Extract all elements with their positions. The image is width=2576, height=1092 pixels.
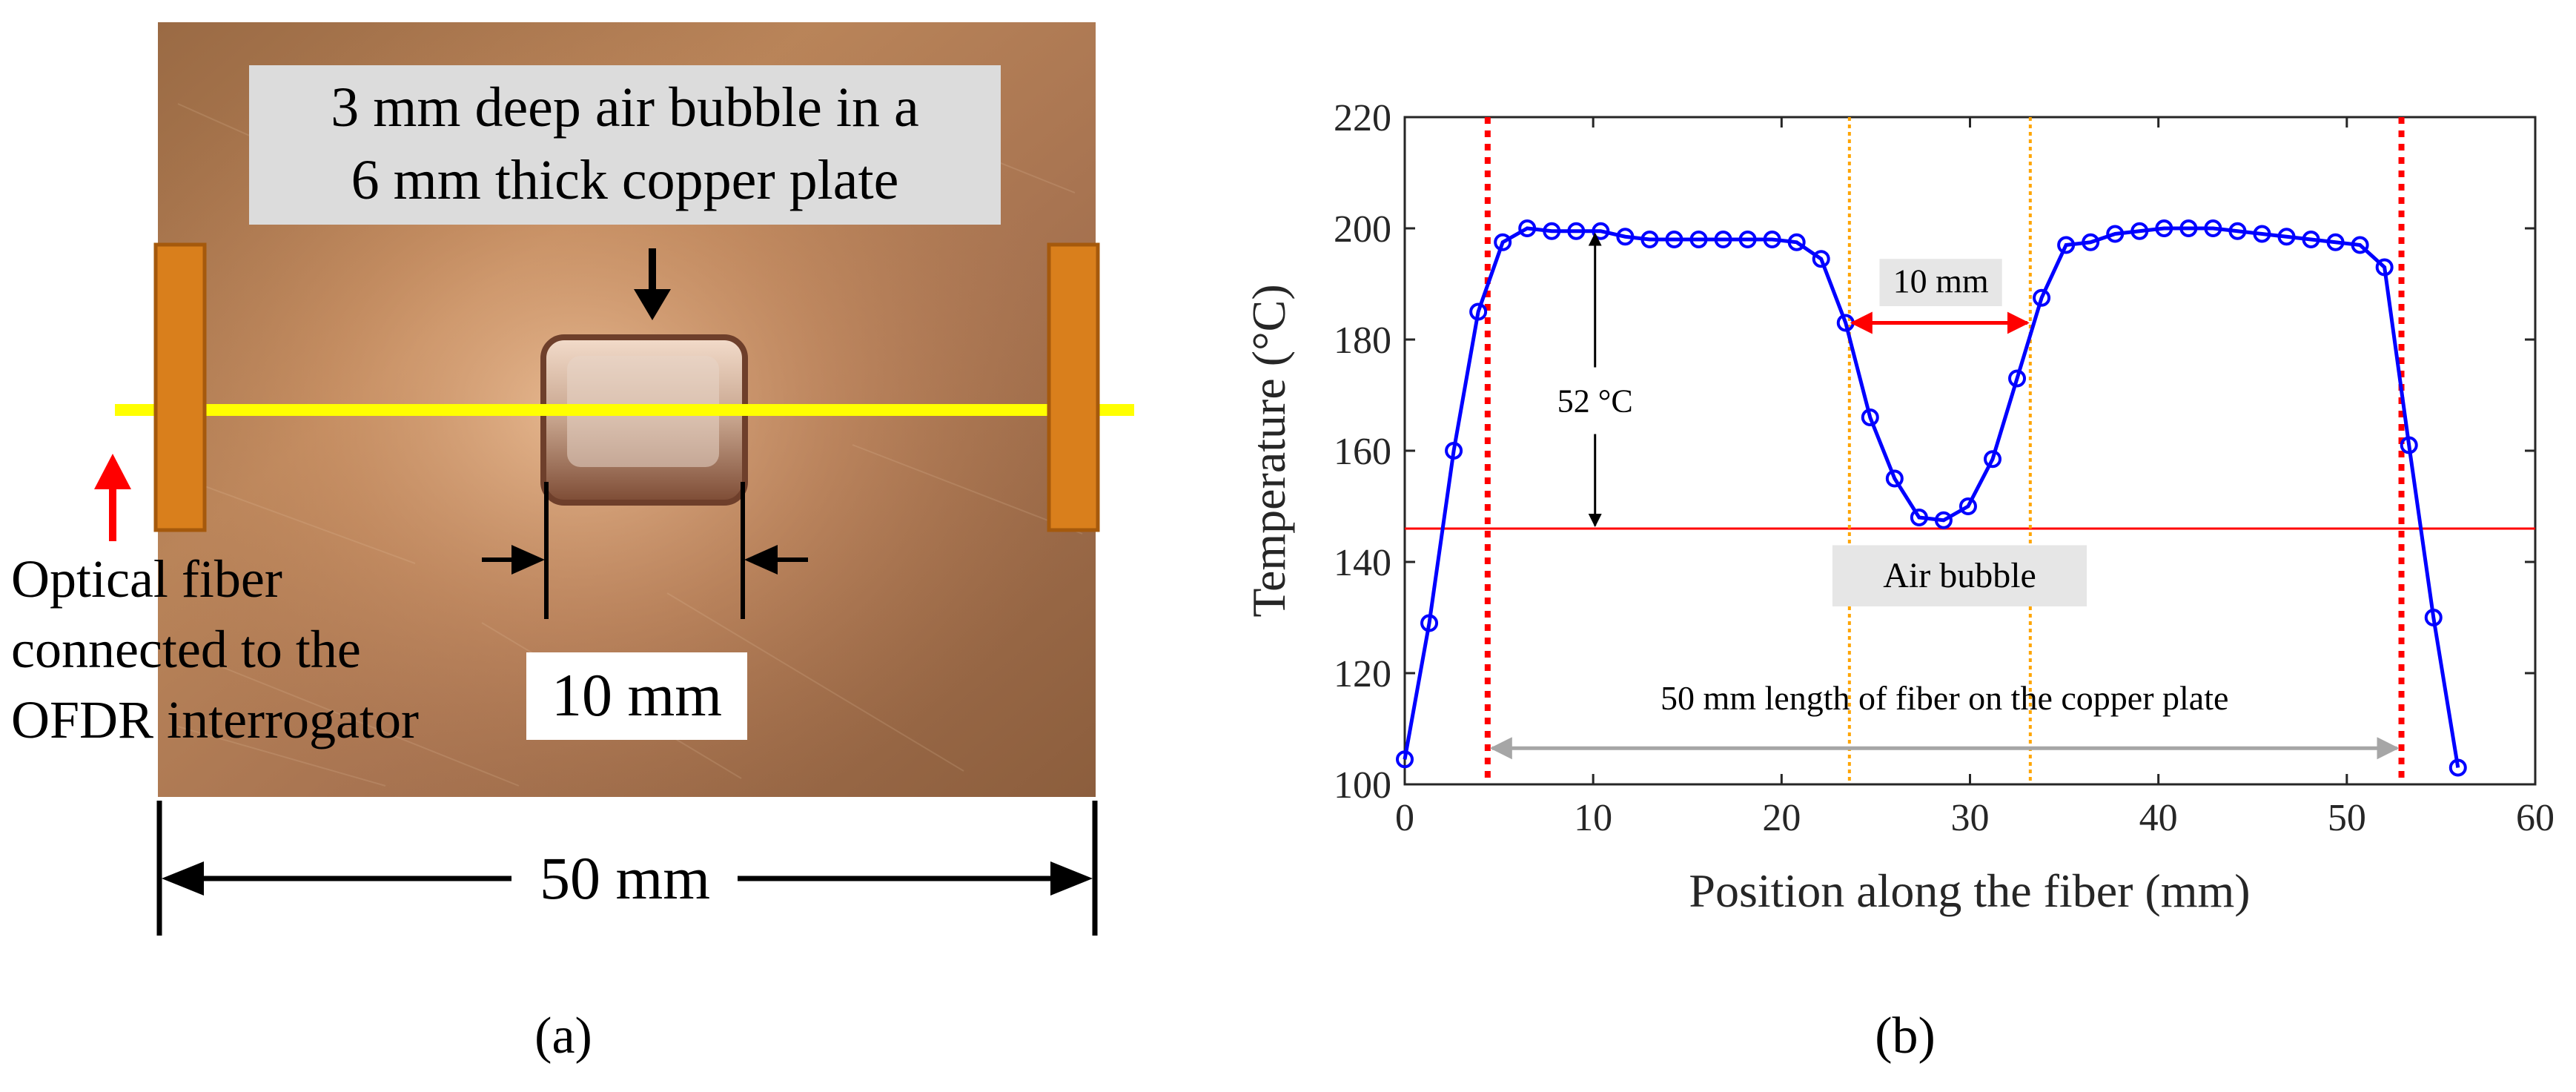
data-point [1396,750,1414,769]
data-point [1543,222,1561,240]
plate-width-dimension [156,801,1098,936]
panel-b-label: (b) [1875,1007,1936,1065]
data-point [1738,231,1757,248]
data-point [2277,228,2296,246]
bubble-width-label: 10 mm [552,661,722,729]
plate-width-label: 50 mm [540,844,710,912]
data-point [2130,222,2149,240]
data-point [1518,219,1537,237]
data-point [2179,219,2198,237]
data-point [1934,511,1953,529]
callout-line-1: 3 mm deep air bubble in a [331,76,919,139]
data-point [2204,219,2222,237]
data-point [1812,250,1830,268]
fiber-label-line-3: OFDR interrogator [11,690,419,749]
data-point [1885,469,1904,488]
data-point [1616,228,1635,246]
bubble-width-label-bg [526,652,747,740]
x-tick-label: 0 [1395,797,1414,839]
data-point [1689,231,1708,248]
bubble-width-annotation: 10 mm [1893,262,1989,300]
data-point [1420,614,1439,632]
x-axis-label: Position along the fiber (mm) [1689,864,2250,917]
temperature-chart: 0 10 20 30 40 50 60 100 120 140 160 180 200 220 10 mm… [1242,97,2555,1065]
data-point [1910,509,1928,526]
data-point [2008,369,2027,388]
data-point [1714,231,1732,248]
data-point [1861,408,1879,426]
data-point [2375,258,2394,277]
x-tick-label: 60 [2516,797,2555,839]
chart-panel: 0 10 20 30 40 50 60 100 120 140 160 180 200 220 10 mm… [1186,0,2576,1088]
data-point [2424,609,2443,626]
data-point [2106,225,2125,243]
data-point [2155,219,2173,237]
fiber-label-line-2: connected to the [11,620,361,679]
data-point [1494,233,1512,251]
y-tick-label: 220 [1334,97,1391,139]
data-point [1787,233,1806,251]
x-tick-label: 40 [2139,797,2178,839]
data-point [2228,222,2247,240]
data-point [2400,436,2418,454]
left-clamp [153,242,207,532]
panel-a-label: (a) [534,1007,592,1065]
data-point [1984,450,2001,469]
right-clamp [1047,242,1100,532]
down-arrow-icon [634,248,671,320]
x-tick-label: 20 [1762,797,1801,839]
data-point [1763,231,1781,248]
temperature-series-line [1403,226,2460,768]
data-point [1469,302,1488,321]
data-point [1445,442,1463,460]
data-point [1640,231,1659,248]
data-point [1567,222,1586,240]
y-axis-label: Temperature (°C) [1242,284,1295,617]
y-tick-label: 100 [1334,764,1391,807]
x-tick-label: 50 [2328,797,2366,839]
data-point [2082,233,2100,251]
delta-temperature-annotation: 52 °C [1557,383,1633,420]
data-point [2057,236,2076,254]
data-point [2448,758,2467,777]
air-bubble-label-bg [1832,545,2087,606]
copper-plate-illustration: 3 mm deep air bubble in a 6 mm thick cop… [11,22,1134,1065]
y-tick-label: 180 [1334,320,1391,362]
y-tick-label: 140 [1334,542,1391,584]
y-tick-label: 120 [1334,653,1391,695]
x-tick-label: 30 [1951,797,1990,839]
data-point [2302,231,2320,248]
data-point [2033,288,2051,307]
data-point [1665,231,1683,248]
data-point [2326,233,2345,251]
callout-line-2: 6 mm thick copper plate [351,149,899,211]
delta-label-bg [1506,367,1681,434]
data-point [2253,225,2271,243]
red-up-arrow-icon [94,454,131,541]
fiber-label-line-1: Optical fiber [11,549,282,609]
callout-box [249,65,1001,225]
fiber-length-annotation: 50 mm length of fiber on the copper plat… [1661,679,2228,717]
air-bubble-annotation: Air bubble [1883,556,2036,595]
bubble-width-dimension [482,482,808,619]
data-point [2351,236,2369,254]
y-tick-label: 160 [1334,431,1391,473]
photo-panel: 3 mm deep air bubble in a 6 mm thick cop… [0,0,1186,1088]
x-tick-label: 10 [1574,797,1612,839]
y-tick-label: 200 [1334,208,1391,251]
data-point [1959,497,1977,515]
bubble-width-label-bg [1879,259,2002,306]
